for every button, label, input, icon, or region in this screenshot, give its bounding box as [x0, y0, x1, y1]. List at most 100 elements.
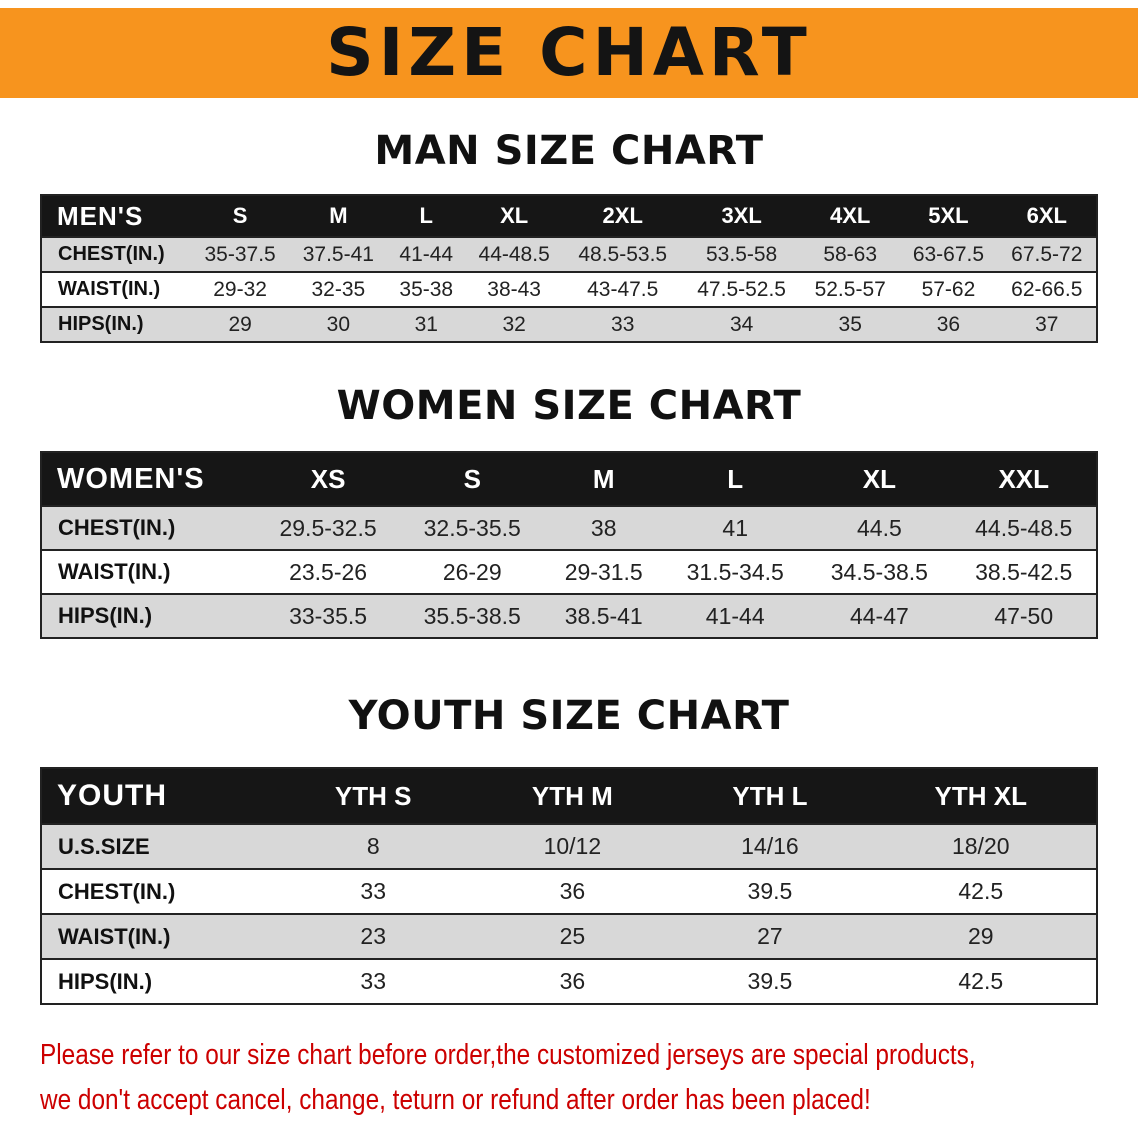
- measurement-label: WAIST(IN.): [41, 272, 191, 307]
- measurement-value: 38.5-41: [544, 594, 664, 638]
- measurement-value: 42.5: [865, 959, 1097, 1004]
- measurement-value: 27: [674, 914, 866, 959]
- measurement-value: 41-44: [387, 237, 466, 272]
- youth-table-title: YOUTH: [41, 768, 276, 824]
- measurement-row: WAIST(IN.) 23.5-26 26-29 29-31.5 31.5-34.5 34…: [41, 550, 1097, 594]
- disclaimer-line-2: we don't accept cancel, change, teturn o…: [40, 1084, 871, 1116]
- youth-size-section: YOUTH SIZE CHART YOUTH YTH S YTH M YTH L YTH …: [0, 693, 1138, 1005]
- size-column-header: YTH L: [674, 768, 866, 824]
- measurement-value: 47.5-52.5: [682, 272, 802, 307]
- size-column-header: YTH M: [470, 768, 675, 824]
- size-column-header: XXL: [951, 452, 1097, 506]
- measurement-value: 44.5: [807, 506, 952, 550]
- men-table-header-row: MEN'S S M L XL 2XL 3XL 4XL 5XL 6XL: [41, 195, 1097, 237]
- size-column-header: L: [387, 195, 466, 237]
- measurement-value: 48.5-53.5: [563, 237, 683, 272]
- measurement-label: CHEST(IN.): [41, 237, 191, 272]
- measurement-value: 23.5-26: [256, 550, 401, 594]
- measurement-value: 23: [276, 914, 471, 959]
- measurement-value: 38: [544, 506, 664, 550]
- measurement-value: 29-31.5: [544, 550, 664, 594]
- measurement-value: 29: [865, 914, 1097, 959]
- measurement-value: 30: [289, 307, 388, 342]
- measurement-value: 42.5: [865, 869, 1097, 914]
- size-column-header: XL: [465, 195, 564, 237]
- measurement-row: HIPS(IN.) 29 30 31 32 33 34 35 36 37: [41, 307, 1097, 342]
- size-column-header: M: [289, 195, 388, 237]
- men-table-title: MEN'S: [41, 195, 191, 237]
- size-column-header: YTH S: [276, 768, 471, 824]
- size-column-header: 2XL: [563, 195, 683, 237]
- measurement-value: 34: [682, 307, 802, 342]
- measurement-label: CHEST(IN.): [41, 506, 256, 550]
- size-column-header: S: [191, 195, 290, 237]
- measurement-row: U.S.SIZE 8 10/12 14/16 18/20: [41, 824, 1097, 869]
- measurement-value: 29.5-32.5: [256, 506, 401, 550]
- measurement-label: WAIST(IN.): [41, 550, 256, 594]
- measurement-row: CHEST(IN.) 35-37.5 37.5-41 41-44 44-48.5 48.5…: [41, 237, 1097, 272]
- measurement-value: 39.5: [674, 869, 866, 914]
- measurement-value: 34.5-38.5: [807, 550, 952, 594]
- women-size-table: WOMEN'S XS S M L XL XXL CHEST(IN.) 29.5-32.5 32.5…: [40, 451, 1098, 639]
- measurement-value: 67.5-72: [997, 237, 1097, 272]
- measurement-value: 35-37.5: [191, 237, 290, 272]
- measurement-value: 38-43: [465, 272, 564, 307]
- measurement-value: 52.5-57: [801, 272, 900, 307]
- size-column-header: S: [400, 452, 545, 506]
- banner: SIZE CHART: [0, 8, 1138, 98]
- size-column-header: 6XL: [997, 195, 1097, 237]
- men-size-table: MEN'S S M L XL 2XL 3XL 4XL 5XL 6XL CHEST(IN.) 35-37…: [40, 194, 1098, 343]
- size-column-header: M: [544, 452, 664, 506]
- measurement-value: 44-48.5: [465, 237, 564, 272]
- measurement-value: 14/16: [674, 824, 866, 869]
- measurement-label: U.S.SIZE: [41, 824, 276, 869]
- measurement-value: 41: [663, 506, 808, 550]
- measurement-value: 43-47.5: [563, 272, 683, 307]
- size-chart-sections: MAN SIZE CHART MEN'S S M L XL 2XL 3XL 4XL 5XL 6XL C…: [0, 128, 1138, 1005]
- measurement-value: 31: [387, 307, 466, 342]
- measurement-row: HIPS(IN.) 33-35.5 35.5-38.5 38.5-41 41-44 44-…: [41, 594, 1097, 638]
- youth-size-table: YOUTH YTH S YTH M YTH L YTH XL U.S.SIZE 8 10/12…: [40, 767, 1098, 1005]
- measurement-value: 38.5-42.5: [951, 550, 1097, 594]
- measurement-value: 32-35: [289, 272, 388, 307]
- measurement-value: 33: [276, 869, 471, 914]
- measurement-label: CHEST(IN.): [41, 869, 276, 914]
- measurement-value: 29-32: [191, 272, 290, 307]
- men-section-heading: MAN SIZE CHART: [374, 128, 764, 174]
- measurement-row: HIPS(IN.) 33 36 39.5 42.5: [41, 959, 1097, 1004]
- measurement-value: 18/20: [865, 824, 1097, 869]
- women-section-heading: WOMEN SIZE CHART: [336, 383, 802, 429]
- youth-section-heading: YOUTH SIZE CHART: [348, 693, 790, 739]
- measurement-value: 39.5: [674, 959, 866, 1004]
- size-column-header: YTH XL: [865, 768, 1097, 824]
- size-column-header: XS: [256, 452, 401, 506]
- measurement-value: 8: [276, 824, 471, 869]
- men-size-section: MAN SIZE CHART MEN'S S M L XL 2XL 3XL 4XL 5XL 6XL C…: [0, 128, 1138, 343]
- measurement-value: 25: [470, 914, 675, 959]
- size-column-header: XL: [807, 452, 952, 506]
- measurement-value: 53.5-58: [682, 237, 802, 272]
- measurement-value: 62-66.5: [997, 272, 1097, 307]
- youth-table-header-row: YOUTH YTH S YTH M YTH L YTH XL: [41, 768, 1097, 824]
- measurement-row: WAIST(IN.) 29-32 32-35 35-38 38-43 43-47.5 47.…: [41, 272, 1097, 307]
- size-column-header: 4XL: [801, 195, 900, 237]
- banner-title: SIZE CHART: [326, 14, 812, 91]
- measurement-value: 36: [899, 307, 998, 342]
- measurement-label: HIPS(IN.): [41, 959, 276, 1004]
- measurement-value: 10/12: [470, 824, 675, 869]
- measurement-value: 33: [276, 959, 471, 1004]
- measurement-label: WAIST(IN.): [41, 914, 276, 959]
- size-column-header: 3XL: [682, 195, 802, 237]
- measurement-value: 58-63: [801, 237, 900, 272]
- size-column-header: 5XL: [899, 195, 998, 237]
- measurement-value: 32.5-35.5: [400, 506, 545, 550]
- women-table-header-row: WOMEN'S XS S M L XL XXL: [41, 452, 1097, 506]
- measurement-row: CHEST(IN.) 29.5-32.5 32.5-35.5 38 41 44.5 44.5…: [41, 506, 1097, 550]
- disclaimer: Please refer to our size chart before or…: [40, 1033, 1138, 1123]
- measurement-label: HIPS(IN.): [41, 594, 256, 638]
- measurement-value: 36: [470, 869, 675, 914]
- measurement-row: WAIST(IN.) 23 25 27 29: [41, 914, 1097, 959]
- measurement-value: 33: [563, 307, 683, 342]
- measurement-value: 36: [470, 959, 675, 1004]
- disclaimer-line-1: Please refer to our size chart before or…: [40, 1039, 976, 1071]
